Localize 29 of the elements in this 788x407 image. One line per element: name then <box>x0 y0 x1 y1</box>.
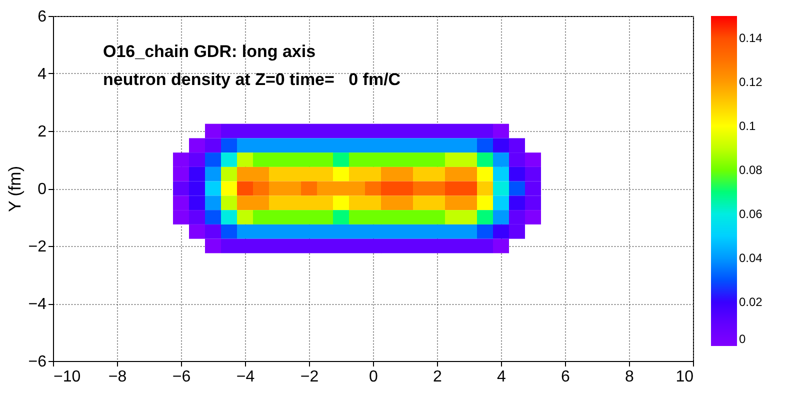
color-bar-label: 0 <box>739 332 746 346</box>
x-tick-label: −6 <box>172 368 191 386</box>
color-bar-label: 0.08 <box>739 163 763 177</box>
annotation: O16_chain GDR: long axis <box>103 42 316 61</box>
color-bar-label: 0.06 <box>739 207 763 221</box>
y-tick-label: −2 <box>28 238 47 256</box>
x-tick-label: 8 <box>625 368 634 386</box>
color-bar-label: 0.1 <box>739 119 756 133</box>
color-bar-label: 0.14 <box>739 31 763 45</box>
x-tick-label: −10 <box>54 368 81 386</box>
x-tick-label: −4 <box>236 368 255 386</box>
x-tick-label: 4 <box>497 368 506 386</box>
color-bar-label: 0.12 <box>739 75 763 89</box>
x-tick-label: 0 <box>369 368 378 386</box>
y-tick-label: 2 <box>38 124 47 140</box>
y-tick-label: −6 <box>28 354 47 370</box>
y-tick-label: −4 <box>28 296 47 313</box>
x-tick-label: 2 <box>433 368 442 386</box>
color-bar-label: 0.04 <box>739 251 763 265</box>
x-tick-label: 10 <box>676 368 694 386</box>
x-tick-label: −2 <box>300 368 319 386</box>
annotation: neutron density at Z=0 time= 0 fm/C <box>103 70 401 89</box>
y-tick-label: 4 <box>38 66 47 83</box>
x-tick-label: 6 <box>561 368 570 386</box>
y-tick-label: 0 <box>38 181 47 198</box>
color-bar-label: 0.02 <box>739 295 763 309</box>
y-tick-label: 6 <box>38 8 47 26</box>
y-axis-title: Y (fm) <box>5 166 24 212</box>
x-tick-label: −8 <box>108 368 127 386</box>
